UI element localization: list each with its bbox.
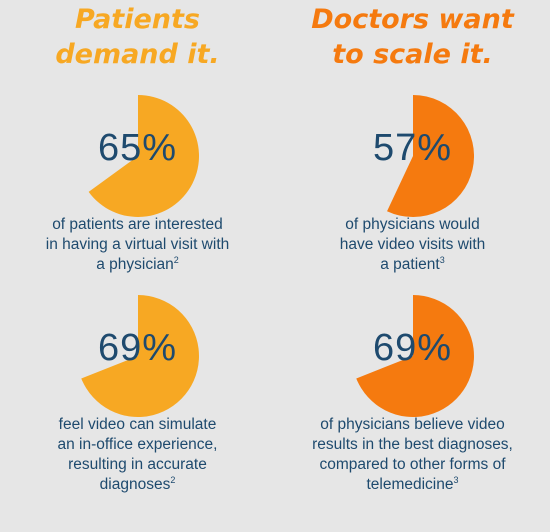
- patients-heading-line-1: Patients: [75, 4, 200, 35]
- caption-line: a patient3: [380, 254, 445, 273]
- patients-heading: Patients demand it.: [0, 2, 275, 72]
- pie-chart: [387, 95, 474, 217]
- caption-line: diagnoses2: [99, 474, 176, 493]
- caption-line: compared to other forms of: [319, 456, 506, 473]
- pie-slice: [356, 295, 474, 417]
- doctors-heading-line-2: to scale it.: [332, 39, 493, 70]
- stat-caption: of patients are interested in having a vi…: [0, 215, 275, 275]
- stat-caption: feel video can simulate an in-office expe…: [0, 415, 275, 495]
- stat-video-simulates-office: 69% feel video can simulate an in-office …: [0, 295, 275, 510]
- percent-label: 57%: [372, 127, 453, 169]
- footnote-marker: 3: [453, 474, 459, 485]
- doctors-heading: Doctors want to scale it.: [275, 2, 550, 72]
- caption-line: telemedicine3: [366, 474, 459, 493]
- footnote-marker: 2: [173, 254, 179, 265]
- percent-label: 69%: [372, 327, 453, 369]
- caption-line: results in the best diagnoses,: [312, 436, 513, 453]
- patients-heading-line-2: demand it.: [55, 39, 220, 70]
- footnote-marker: 2: [170, 474, 176, 485]
- pie-slice: [387, 95, 474, 217]
- stat-physicians-video-visits: 57% of physicians would have video visits…: [275, 95, 550, 310]
- stat-physicians-best-diagnoses: 69% of physicians believe video results i…: [275, 295, 550, 510]
- stat-patients-virtual-visit: 65% of patients are interested in having …: [0, 95, 275, 310]
- caption-line: of patients are interested: [52, 216, 223, 233]
- pie-chart: [81, 295, 199, 417]
- caption-line: of physicians would: [345, 216, 480, 233]
- caption-line: resulting in accurate: [68, 456, 207, 473]
- caption-line: an in-office experience,: [57, 436, 218, 453]
- caption-line: a physician2: [96, 254, 179, 273]
- stat-caption: of physicians believe video results in th…: [275, 415, 550, 495]
- caption-line: of physicians believe video: [320, 416, 505, 433]
- pie-chart: [88, 95, 199, 217]
- caption-line: have video visits with: [339, 236, 486, 253]
- doctors-heading-line-1: Doctors want: [311, 4, 514, 35]
- stat-caption: of physicians would have video visits wit…: [275, 215, 550, 275]
- caption-line: feel video can simulate: [58, 416, 217, 433]
- caption-line: in having a virtual visit with: [45, 236, 230, 253]
- percent-label: 65%: [97, 127, 178, 169]
- pie-slice: [81, 295, 199, 417]
- footnote-marker: 3: [439, 254, 445, 265]
- percent-label: 69%: [97, 327, 178, 369]
- pie-slice: [88, 95, 199, 217]
- pie-chart: [356, 295, 474, 417]
